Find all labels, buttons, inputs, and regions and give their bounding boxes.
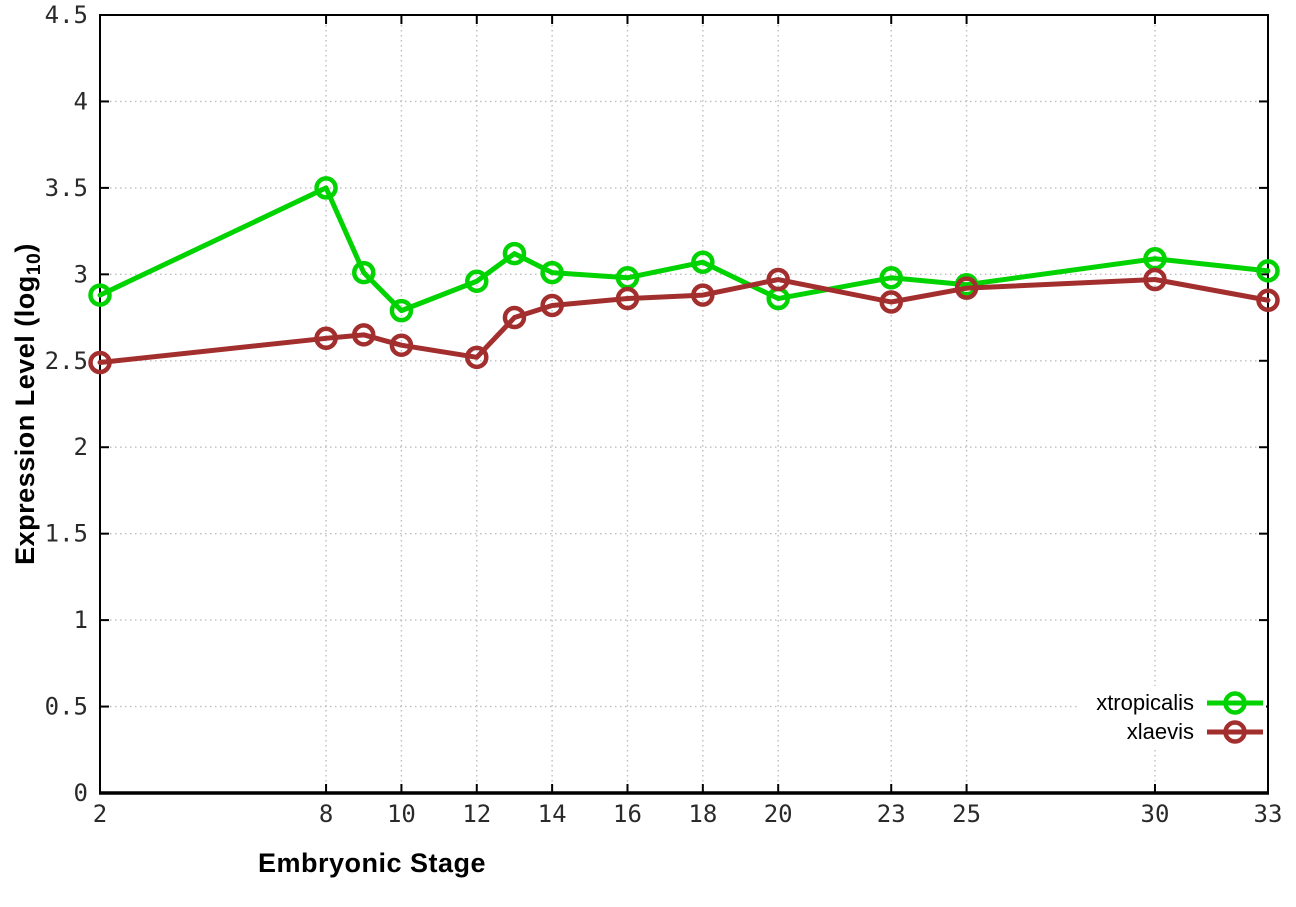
y-axis-title-suffix: ): [9, 243, 40, 253]
data-point-xlaevis: [879, 290, 903, 314]
x-tick-label: 16: [613, 800, 642, 828]
data-point-xtropicalis: [465, 269, 489, 293]
x-tick-label: 12: [462, 800, 491, 828]
x-tick-label: 10: [387, 800, 416, 828]
data-point-xlaevis: [389, 333, 414, 357]
y-tick-label: 2: [74, 433, 88, 461]
data-point-xtropicalis: [88, 283, 112, 307]
y-tick-label: 3.5: [45, 174, 88, 202]
data-point-xtropicalis: [540, 260, 564, 285]
data-point-xlaevis: [502, 305, 527, 330]
data-point-xlaevis: [88, 350, 112, 375]
data-point-xlaevis: [766, 267, 790, 292]
x-tick-label: 23: [877, 800, 906, 828]
data-point-xlaevis: [615, 286, 640, 311]
legend-item-xtropicalis: xtropicalis: [1096, 689, 1264, 717]
legend-label: xlaevis: [1126, 719, 1194, 744]
y-axis-title-subscript: 10: [23, 252, 46, 276]
y-tick-label: 0.5: [45, 693, 88, 721]
y-tick-label: 3: [74, 260, 88, 288]
data-point-xlaevis: [954, 276, 979, 300]
legend-label: xtropicalis: [1096, 690, 1194, 715]
plot-border: [99, 14, 1269, 794]
data-point-xtropicalis: [691, 250, 715, 274]
x-tick-label: 2: [93, 800, 107, 828]
x-tick-label: 25: [952, 800, 981, 828]
y-axis-title: Expression Level (log10): [10, 243, 46, 565]
series-line-xtropicalis: [97, 185, 1271, 314]
legend-item-xlaevis: xlaevis: [1096, 718, 1264, 746]
y-tick-label: 1: [74, 606, 88, 634]
data-point-xtropicalis: [389, 298, 414, 323]
line-point-marker-icon: [1207, 691, 1263, 715]
y-tick-label: 4: [74, 87, 88, 115]
x-axis-title: Embryonic Stage: [0, 848, 1056, 879]
data-point-xlaevis: [465, 345, 489, 370]
x-axis-title-text: Embryonic Stage: [257, 848, 487, 878]
x-tick-label: 18: [688, 800, 717, 828]
data-point-xlaevis: [691, 283, 715, 307]
data-point-xlaevis: [351, 323, 376, 347]
y-tick-label: 2.5: [45, 347, 88, 375]
line-point-marker-icon: [1207, 720, 1263, 744]
data-point-xtropicalis: [502, 241, 527, 266]
data-point-xtropicalis: [351, 260, 376, 285]
x-tick-label: 14: [538, 800, 567, 828]
data-point-xlaevis: [540, 293, 564, 318]
x-tick-label: 30: [1141, 800, 1170, 828]
data-point-xlaevis: [1143, 267, 1167, 292]
y-tick-label: 1.5: [45, 520, 88, 548]
y-axis-title-text: Expression Level (log: [9, 275, 40, 565]
legend: xtropicalis xlaevis: [1080, 686, 1266, 749]
series-line-xlaevis: [97, 277, 1271, 366]
y-tick-label: 0: [74, 779, 88, 807]
x-tick-label: 8: [319, 800, 333, 828]
data-point-xlaevis: [314, 326, 338, 351]
x-tick-label: 20: [764, 800, 793, 828]
data-point-xtropicalis: [879, 266, 903, 290]
y-tick-label: 4.5: [45, 1, 88, 29]
data-point-xtropicalis: [1256, 259, 1280, 283]
x-tick-label: 33: [1254, 800, 1283, 828]
data-point-xtropicalis: [314, 176, 338, 200]
data-point-xlaevis: [1256, 288, 1280, 313]
